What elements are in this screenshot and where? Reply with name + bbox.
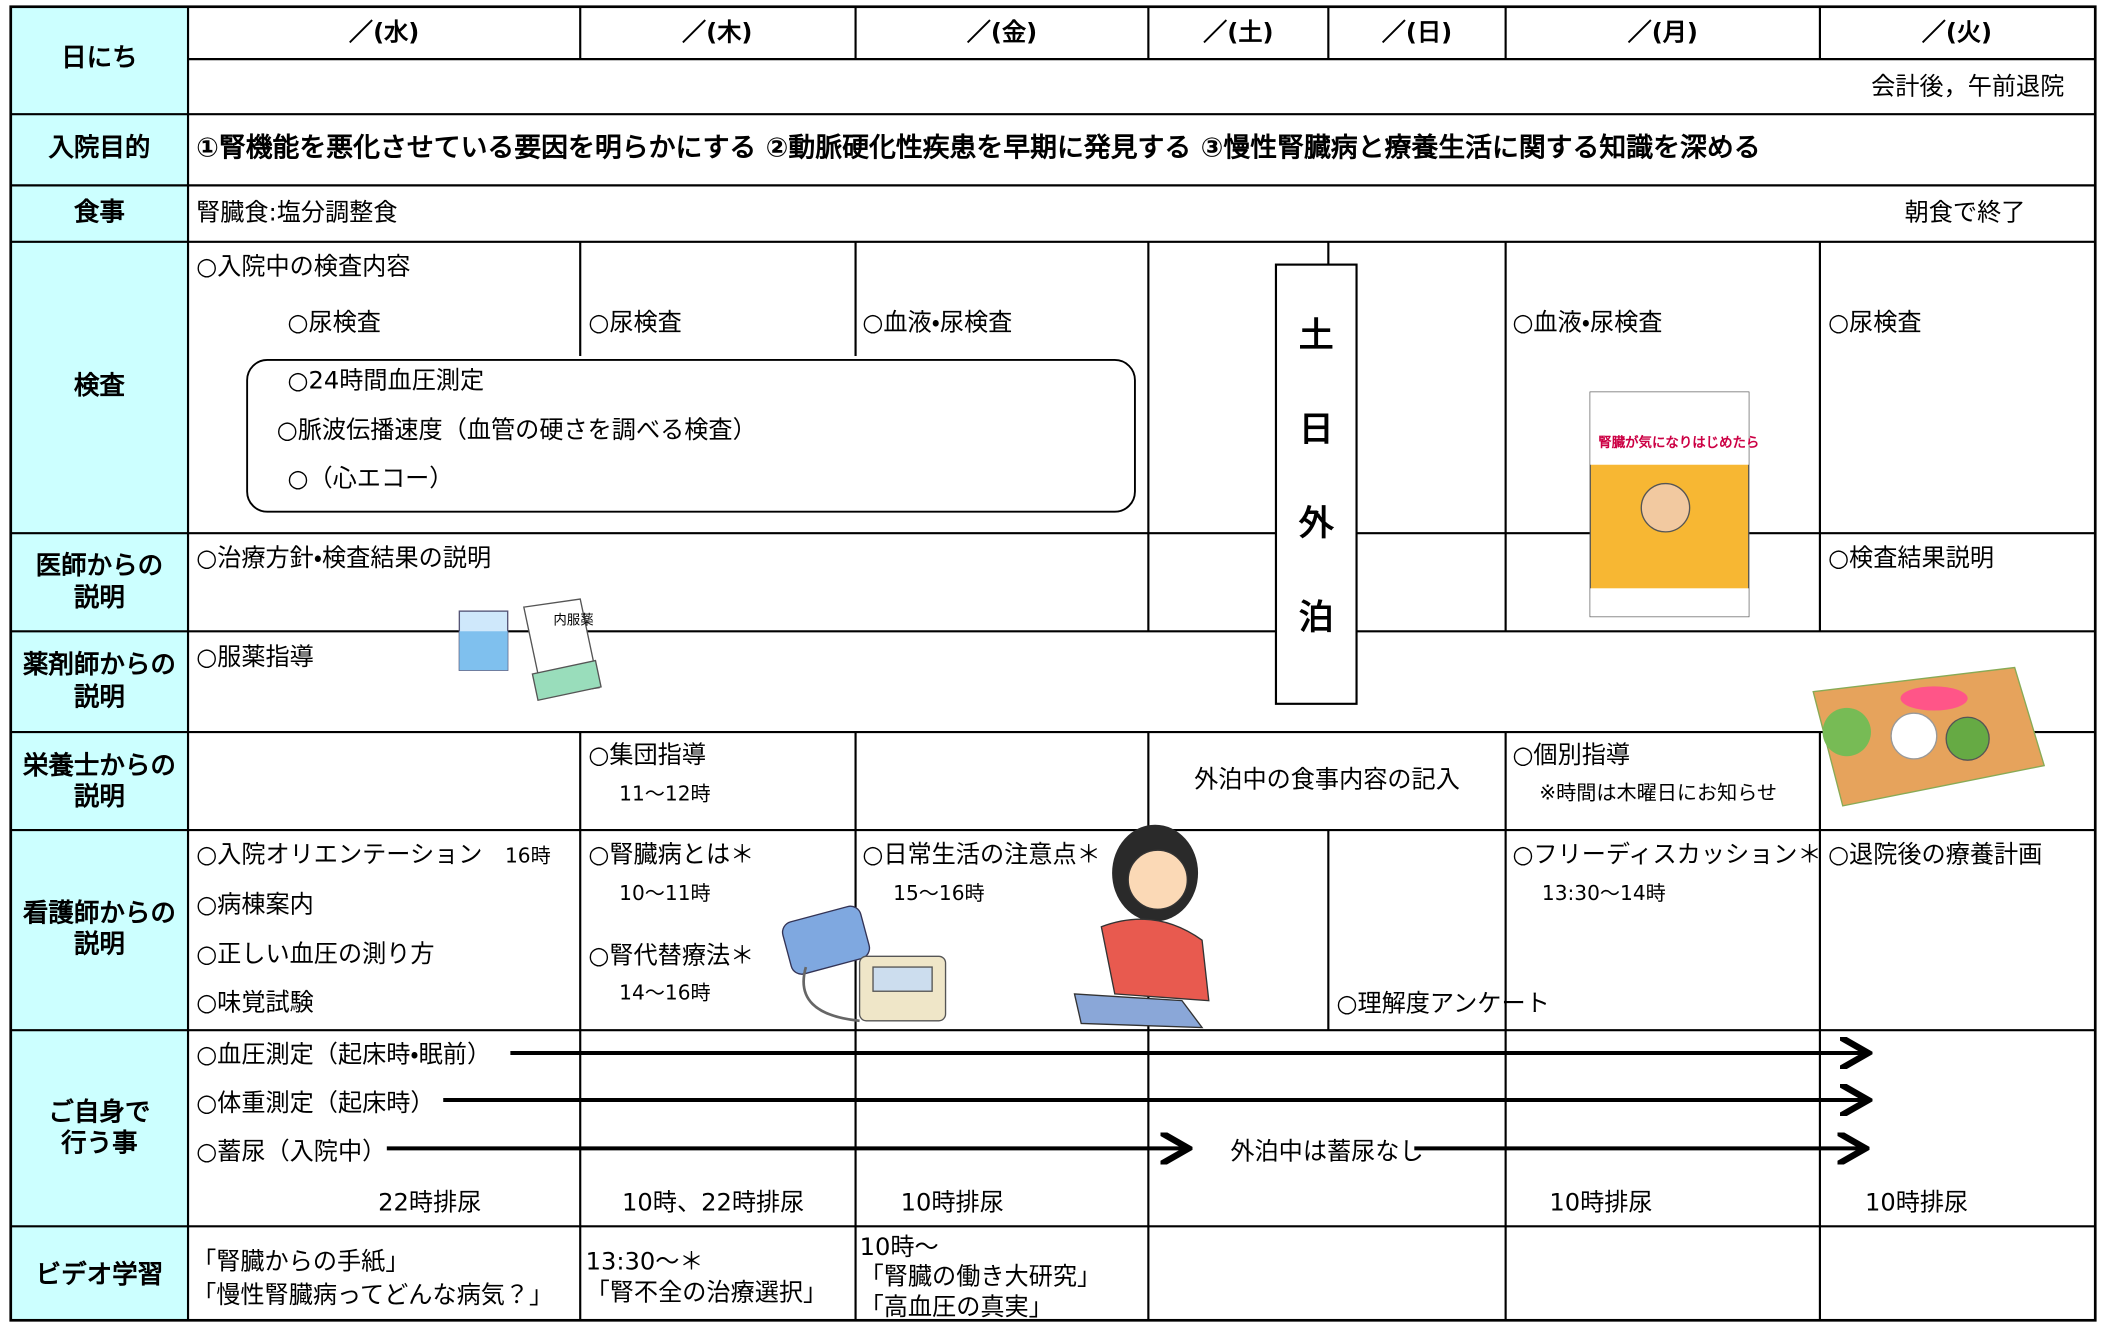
row-label: 検査	[74, 371, 126, 401]
cell-text: ○（心エコー）	[287, 465, 453, 493]
cell-text: ※時間は木曜日にお知らせ	[1539, 780, 1777, 804]
cell-text: 16時	[505, 843, 551, 867]
cell-text: ○尿検査	[287, 309, 381, 337]
day-header: ／(日)	[1382, 19, 1452, 47]
row-label: 行う事	[60, 1128, 138, 1158]
purpose-text: ①腎機能を悪化させている要因を明らかにする ②動脈硬化性疾患を早期に発見する ③…	[196, 133, 1760, 164]
woman-illustration	[1073, 824, 1210, 1029]
cell-text: ○集団指導	[588, 741, 706, 769]
book-title: 腎臓が気になりはじめたら	[1598, 434, 1759, 451]
cell-text: 「腎不全の治療選択」	[586, 1278, 828, 1306]
meal-end: 朝食で終了	[1905, 199, 2026, 227]
row-label: ご自身で	[48, 1097, 150, 1127]
cell-text: ○入院中の検査内容	[196, 252, 410, 280]
cell-text: ○脈波伝播速度（血管の硬さを調べる検査）	[277, 416, 757, 444]
cell-text: 11～12時	[619, 782, 710, 806]
row-label: 医師からの	[36, 551, 164, 581]
cell-text: ○蓄尿（入院中）	[196, 1137, 386, 1165]
weekend-char: 外	[1298, 504, 1335, 544]
cell-text: ○日常生活の注意点＊	[862, 841, 1101, 869]
row-label: 説明	[74, 782, 125, 812]
day-header: ／(金)	[967, 19, 1037, 47]
cell-text: ○味覚試験	[196, 988, 314, 1016]
row-label: ビデオ学習	[36, 1260, 164, 1290]
cell-text: ○尿検査	[1828, 309, 1922, 337]
cell-text: ○フリーディスカッション＊	[1512, 841, 1821, 869]
cell-text: 10時～	[860, 1233, 939, 1261]
cell-text: 10～11時	[619, 881, 710, 905]
cell-text: ○血液・尿検査	[1512, 309, 1662, 337]
cell-text: 「腎臓の働き大研究」	[860, 1262, 1102, 1290]
cell-text: ○体重測定（起床時）	[196, 1089, 435, 1117]
cell-text: ○24時間血圧測定	[287, 366, 484, 394]
day-header: ／(火)	[1922, 19, 1992, 47]
cell-text: ○腎代替療法＊	[588, 941, 754, 969]
row-label: 説明	[74, 930, 125, 960]
cell-text: ○理解度アンケート	[1336, 990, 1549, 1018]
cell-text: ○正しい血圧の測り方	[196, 940, 435, 968]
cell-text: 10時排尿	[901, 1188, 1004, 1216]
cell-text: 10時排尿	[1549, 1188, 1652, 1216]
cell-text: 外泊中の食事内容の記入	[1194, 765, 1460, 793]
test-group-box	[246, 359, 1136, 513]
row-label: 入院目的	[48, 133, 150, 163]
medicine-illustration: 内服薬	[458, 598, 602, 702]
cell-text: 「慢性腎臓病ってどんな病気？」	[192, 1281, 553, 1309]
cell-text: 15～16時	[893, 881, 984, 905]
cell-text: ○服薬指導	[196, 643, 314, 671]
book-illustration: 腎臓が気になりはじめたら	[1589, 391, 1759, 618]
day-header: ／(月)	[1628, 19, 1698, 47]
cell-text: ○検査結果説明	[1828, 544, 1994, 572]
row-label: 説明	[74, 583, 125, 613]
label-column	[10, 6, 189, 1321]
cell-text: ○退院後の療養計画	[1828, 841, 2042, 869]
cell-text: ○治療方針・検査結果の説明	[196, 544, 491, 572]
row-label: 説明	[74, 682, 125, 712]
row-label: 薬剤師からの	[23, 650, 176, 680]
row-label: 日にち	[61, 43, 138, 73]
cell-text: ○病棟案内	[196, 890, 314, 918]
day-header: ／(木)	[682, 19, 752, 47]
cell-text: 13:30～＊	[586, 1248, 704, 1276]
cell-text: 10時、22時排尿	[622, 1188, 804, 1216]
cell-text: ○血圧測定（起床時・眠前）	[196, 1041, 491, 1069]
cell-text: 22時排尿	[378, 1188, 481, 1216]
row-label: 看護師からの	[23, 899, 176, 929]
cell-text: ○血液・尿検査	[862, 309, 1012, 337]
cell-text: ○尿検査	[588, 309, 682, 337]
cell-text: 14～16時	[619, 980, 710, 1004]
meal-illustration	[1812, 666, 2046, 807]
cell-text: ○腎臓病とは＊	[588, 841, 754, 869]
day-header: ／(水)	[349, 19, 419, 47]
day-header: ／(土)	[1203, 19, 1273, 47]
row-label: 栄養士からの	[22, 751, 176, 781]
blood-pressure-monitor	[781, 905, 947, 1023]
weekend-char: 日	[1299, 410, 1334, 450]
cell-text: ○個別指導	[1512, 741, 1630, 769]
cell-text: ○入院オリエンテーション	[196, 841, 482, 869]
cell-text: 「腎臓からの手紙」	[192, 1248, 409, 1276]
row-label: 食事	[74, 198, 125, 228]
cell-text: 13:30～14時	[1542, 881, 1666, 905]
weekend-char: 泊	[1299, 598, 1334, 638]
cell-text: 「高血圧の真実」	[860, 1293, 1053, 1321]
arrows	[386, 1053, 1864, 1148]
meal-text: 腎臓食:塩分調整食	[196, 199, 397, 227]
cell-text: 外泊中は蓄尿なし	[1230, 1137, 1423, 1165]
medicine-label: 内服薬	[553, 613, 593, 629]
weekend-char: 土	[1299, 316, 1334, 356]
cell-text: 10時排尿	[1865, 1188, 1968, 1216]
weekend-box	[1274, 263, 1358, 705]
discharge-note: 会計後，午前退院	[1871, 72, 2064, 100]
